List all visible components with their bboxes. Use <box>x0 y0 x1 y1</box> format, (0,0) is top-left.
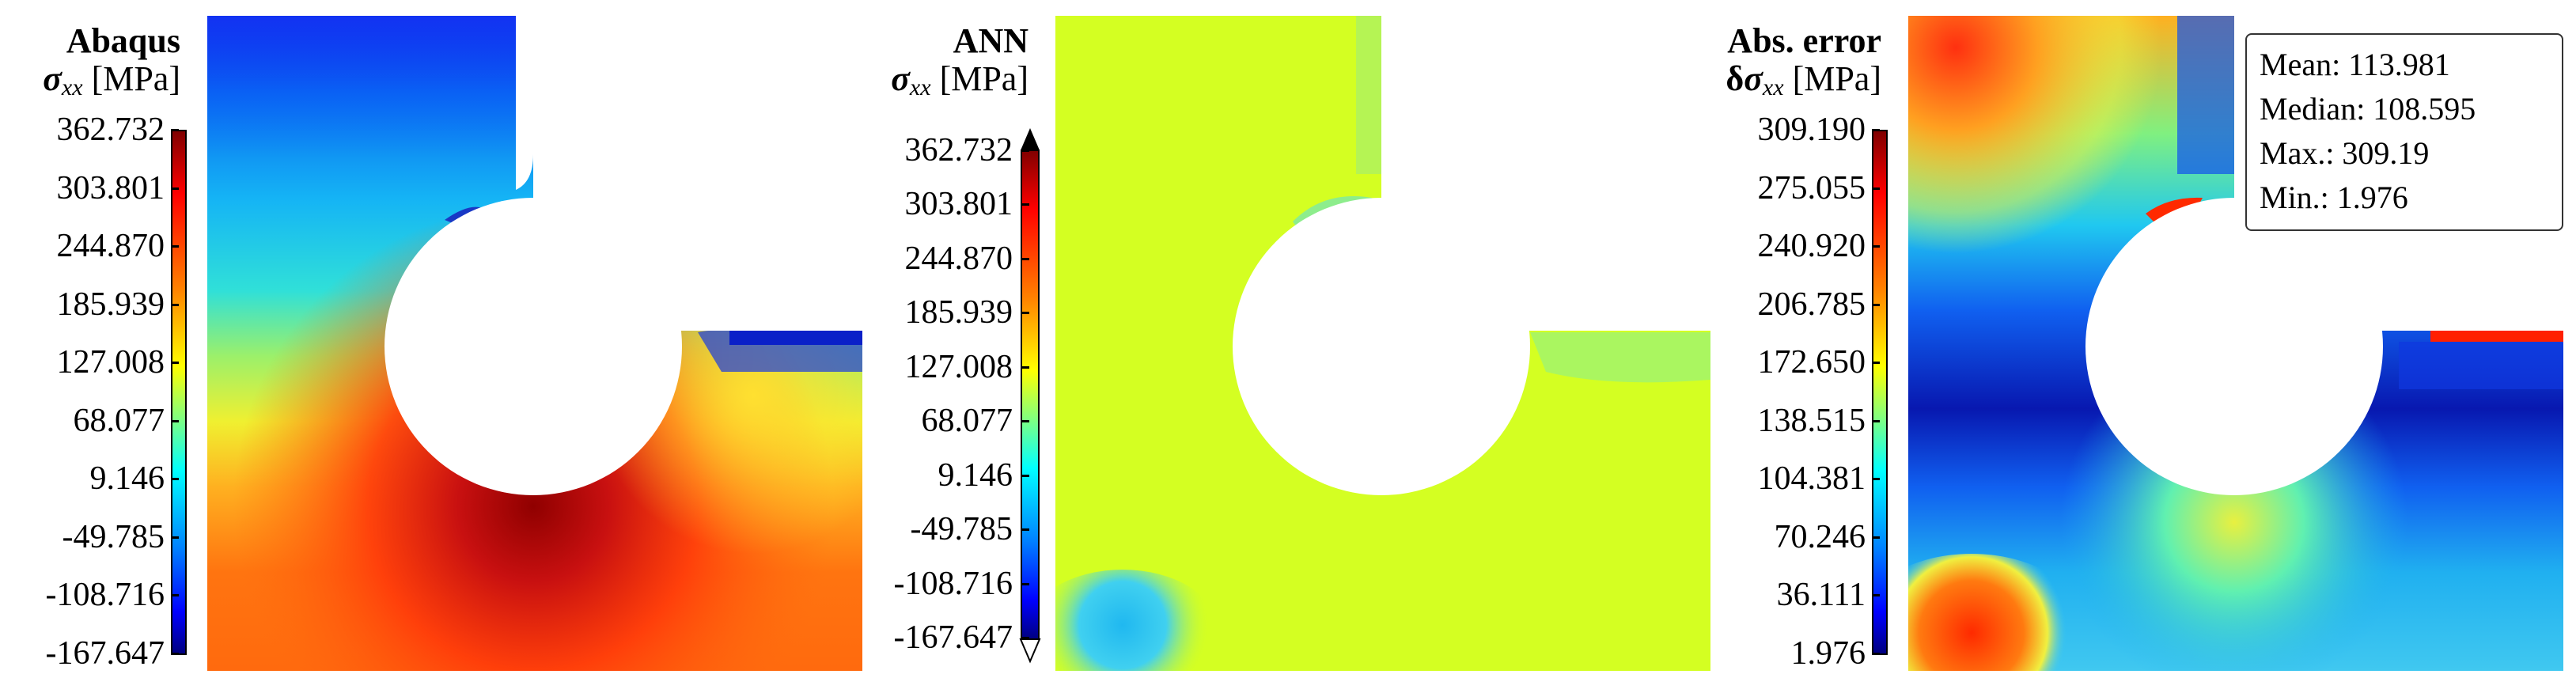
colorbar-tick-label: 303.801 <box>904 186 1013 223</box>
subscript: xx <box>61 74 83 100</box>
colorbar-tick-mark <box>1872 594 1880 597</box>
delta-symbol: δ <box>1726 59 1744 98</box>
colorbar-tick-mark <box>171 245 179 248</box>
colorbar-tick-mark <box>171 129 179 131</box>
colorbar-tick-mark <box>1021 150 1029 152</box>
colorbar-tick-label: 172.650 <box>1757 344 1866 381</box>
colorbar-tick-mark <box>1021 365 1029 369</box>
colorbar-tick-mark <box>1021 420 1029 423</box>
colorbar <box>171 130 187 655</box>
unit: [MPa] <box>1792 59 1881 98</box>
colorbar-tick-label: 104.381 <box>1757 460 1866 498</box>
quantity-label: σxx [MPa] <box>791 62 1029 105</box>
colorbar-tick-label: 185.939 <box>904 294 1013 331</box>
colorbar-tick-label: 9.146 <box>938 456 1013 494</box>
subscript: xx <box>1762 74 1784 100</box>
colorbar-tick-label: 68.077 <box>921 403 1013 440</box>
colorbar-tick-label: 138.515 <box>1757 402 1866 439</box>
colorbar <box>1872 130 1888 655</box>
colorbar-tick-mark <box>1021 528 1029 532</box>
sigma-symbol: σ <box>43 59 62 98</box>
colorbar-tick-mark <box>1872 419 1880 422</box>
subscript: xx <box>909 74 931 100</box>
colorbar-tick-label: 9.146 <box>89 460 165 498</box>
colorbar-tick-label: 36.111 <box>1776 577 1866 614</box>
colorbar-tick-label: 127.008 <box>56 344 165 381</box>
colorbar-tick-label: -167.647 <box>893 619 1013 656</box>
colorbar-tick-label: 70.246 <box>1774 518 1866 555</box>
unit: [MPa] <box>939 59 1029 98</box>
colorbar-tick-label: 362.732 <box>904 132 1013 169</box>
colorbar-tick-label: 244.870 <box>904 240 1013 277</box>
stress-field-abaqus <box>207 16 862 671</box>
colorbar-tick-label: 244.870 <box>56 228 165 265</box>
colorbar-tick-mark <box>1021 474 1029 477</box>
colorbar-tick-mark <box>171 653 179 655</box>
stress-field-ann <box>1055 16 1710 671</box>
colorbar-with-arrows <box>1019 128 1041 664</box>
colorbar-tick-mark <box>1021 582 1029 585</box>
sigma-symbol: σ <box>1744 59 1763 98</box>
colorbar-tick-mark <box>171 536 179 539</box>
colorbar-tick-label: 240.920 <box>1757 228 1866 265</box>
stat-min: Min.: 1.976 <box>2260 180 2408 215</box>
colorbar-tick-label: -167.647 <box>45 635 165 672</box>
colorbar-tick-mark <box>1021 637 1029 639</box>
colorbar-tick-label: -108.716 <box>45 577 165 614</box>
colorbar-tick-mark <box>1021 257 1029 260</box>
colorbar-tick-mark <box>1872 536 1880 539</box>
colorbar-tick-mark <box>1021 203 1029 206</box>
colorbar-tick-mark <box>1872 303 1880 306</box>
colorbar-tick-label: 303.801 <box>56 169 165 206</box>
colorbar-tick-mark <box>171 419 179 422</box>
stat-max: Max.: 309.19 <box>2260 135 2430 171</box>
stat-mean: Mean: 113.981 <box>2260 47 2450 82</box>
colorbar-tick-label: 1.976 <box>1790 635 1866 672</box>
error-field <box>1908 16 2563 671</box>
stats-box: Mean: 113.981 Median: 108.595 Max.: 309.… <box>2245 33 2563 231</box>
stat-median: Median: 108.595 <box>2260 91 2476 127</box>
panel-title: ANN <box>953 21 1029 60</box>
sigma-symbol: σ <box>891 59 910 98</box>
quantity-label: δσxx [MPa] <box>1582 62 1881 105</box>
colorbar-tick-label: -49.785 <box>910 511 1013 548</box>
quantity-label: σxx [MPa] <box>0 62 180 105</box>
colorbar-tick-mark <box>1872 478 1880 481</box>
colorbar-tick-mark <box>171 478 179 481</box>
colorbar-tick-mark <box>1872 245 1880 248</box>
colorbar-tick-mark <box>171 594 179 597</box>
panel-title: Abs. error <box>1727 21 1881 60</box>
unit: [MPa] <box>91 59 180 98</box>
colorbar-tick-label: -49.785 <box>62 518 165 555</box>
colorbar-tick-mark <box>1021 312 1029 315</box>
colorbar-tick-label: 185.939 <box>56 286 165 323</box>
colorbar-tick-mark <box>171 303 179 306</box>
colorbar-tick-mark <box>171 362 179 365</box>
colorbar-tick-label: 362.732 <box>56 112 165 148</box>
colorbar-tick-mark <box>1872 362 1880 365</box>
colorbar-tick-label: 275.055 <box>1757 169 1866 206</box>
colorbar-tick-label: 206.785 <box>1757 286 1866 323</box>
colorbar-tick-label: 127.008 <box>904 348 1013 385</box>
colorbar-tick-mark <box>171 187 179 190</box>
colorbar-tick-label: 68.077 <box>73 402 165 439</box>
colorbar-tick-mark <box>1872 129 1880 131</box>
colorbar-tick-label: 309.190 <box>1757 112 1866 148</box>
colorbar-tick-label: -108.716 <box>893 565 1013 602</box>
colorbar-tick-mark <box>1872 187 1880 190</box>
panel-title: Abaqus <box>66 21 180 60</box>
colorbar-tick-mark <box>1872 653 1880 655</box>
